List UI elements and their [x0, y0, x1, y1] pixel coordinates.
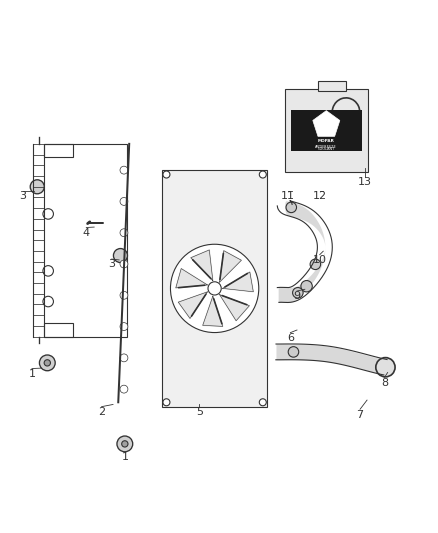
Bar — [44, 144, 127, 336]
Text: 6: 6 — [287, 333, 294, 343]
Text: 3: 3 — [19, 191, 26, 201]
Circle shape — [120, 198, 128, 205]
Polygon shape — [191, 250, 213, 281]
Circle shape — [122, 441, 128, 447]
Polygon shape — [223, 272, 253, 292]
Text: MOPAR: MOPAR — [318, 139, 335, 143]
Text: 1: 1 — [28, 369, 35, 379]
Text: 13: 13 — [358, 177, 372, 188]
Circle shape — [259, 399, 266, 406]
Polygon shape — [176, 269, 208, 288]
Circle shape — [120, 292, 128, 299]
Circle shape — [113, 248, 127, 263]
Text: ANTIFREEZE: ANTIFREEZE — [315, 146, 337, 149]
Circle shape — [120, 322, 128, 330]
Text: 7: 7 — [357, 409, 364, 419]
Circle shape — [163, 399, 170, 406]
Circle shape — [163, 171, 170, 178]
Circle shape — [117, 436, 133, 452]
Text: 8: 8 — [381, 377, 388, 387]
Bar — [44, 144, 73, 157]
Circle shape — [120, 354, 128, 362]
Text: 11: 11 — [281, 191, 295, 201]
Text: 9: 9 — [293, 291, 300, 301]
Polygon shape — [313, 111, 340, 136]
Bar — [318, 82, 346, 91]
Circle shape — [170, 244, 259, 333]
Circle shape — [120, 166, 128, 174]
Text: 12: 12 — [313, 191, 327, 201]
Circle shape — [120, 260, 128, 268]
Circle shape — [39, 355, 55, 371]
Circle shape — [259, 171, 266, 178]
Text: 2: 2 — [98, 407, 105, 417]
Text: 5: 5 — [196, 407, 203, 417]
Polygon shape — [178, 292, 208, 319]
FancyBboxPatch shape — [285, 89, 368, 172]
Polygon shape — [203, 296, 223, 326]
Circle shape — [286, 202, 297, 213]
Bar — [44, 324, 73, 336]
Circle shape — [30, 180, 44, 194]
Circle shape — [120, 229, 128, 237]
Circle shape — [301, 280, 312, 292]
Text: 10: 10 — [313, 255, 327, 265]
Circle shape — [310, 259, 321, 270]
Text: 1: 1 — [121, 452, 128, 462]
Circle shape — [293, 287, 303, 298]
Text: 4: 4 — [83, 228, 90, 238]
Circle shape — [44, 360, 50, 366]
Bar — [291, 110, 362, 151]
FancyBboxPatch shape — [162, 170, 267, 407]
Text: 3: 3 — [108, 260, 115, 269]
Circle shape — [120, 385, 128, 393]
Circle shape — [376, 358, 395, 377]
Polygon shape — [219, 295, 249, 321]
Circle shape — [288, 346, 299, 357]
Circle shape — [208, 282, 221, 295]
Polygon shape — [219, 251, 241, 282]
Text: COOLANT: COOLANT — [318, 148, 335, 151]
